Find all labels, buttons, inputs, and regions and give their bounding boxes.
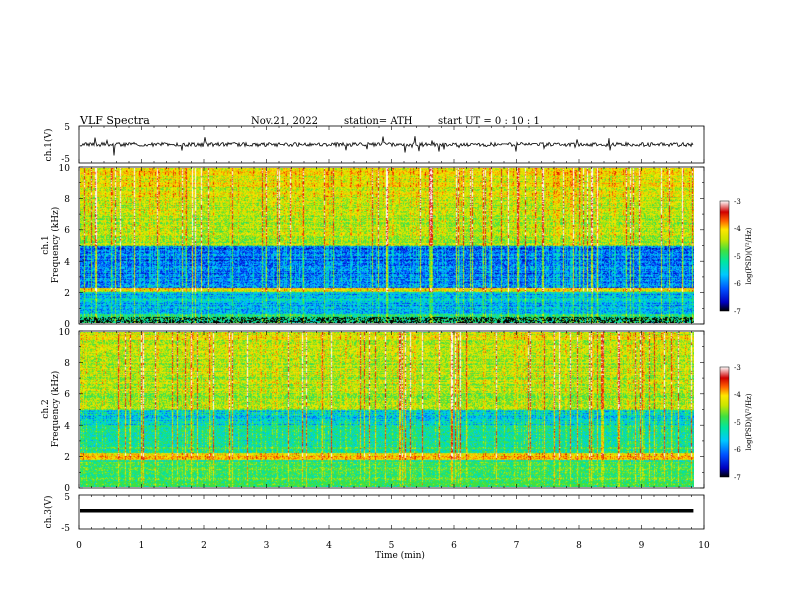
ch2-freq-tick-0: 0 [64,484,70,494]
xtick-5: 5 [389,541,395,551]
header-station: station= ATH [344,116,413,127]
ch1-waveform-ylabel: ch.1(V) [43,129,54,162]
ch1-freq-tick-8: 8 [64,195,70,205]
ch1-freq-tick-4: 4 [64,258,70,268]
xtick-1: 1 [139,541,145,551]
ch2-spectrogram-ylabel: Frequency (kHz) [50,371,61,448]
xtick-6: 6 [451,541,457,551]
x-axis-label: Time (min) [375,550,425,561]
ch2-cb-tick-5: -5 [734,419,741,427]
ch2-colorbar [719,366,730,478]
ch2-spectrogram-yticks: 0 2 4 6 8 10 [59,328,71,494]
xtick-9: 9 [639,541,645,551]
ch1-spectrogram-ylabel-top: ch.1 [41,235,51,254]
ch2-spectrogram-ylabel-top: ch.2 [41,399,51,418]
ch1-freq-tick-2: 2 [64,289,70,299]
ch1-cb-tick-3: -3 [734,198,741,206]
ch3-waveform-ylabel: ch.3(V) [43,496,54,529]
ch2-freq-tick-6: 6 [64,390,70,400]
ch2-colorbar-label: log(PSD)(V²/Hz) [745,393,753,450]
ch2-freq-tick-2: 2 [64,453,70,463]
ch1-cb-tick-7: -7 [734,308,741,316]
ch3-ytick-top: 5 [64,493,70,503]
ch1-ytick-top: 5 [64,123,70,133]
ch2-cb-tick-4: -4 [734,391,741,399]
chart-title: VLF Spectra [79,114,150,127]
xtick-0: 0 [76,541,82,551]
xtick-4: 4 [326,541,332,551]
xtick-10: 10 [698,541,710,551]
axis-ticks [78,126,705,529]
ch1-spectrogram-ylabel: Frequency (kHz) [50,207,61,284]
ch1-cb-tick-4: -4 [734,225,741,233]
ch1-waveform-trace [79,136,694,156]
x-tick-labels: 0 1 2 3 4 5 6 7 8 9 10 [76,541,710,551]
ch3-ytick-bottom: -5 [61,524,70,534]
ch1-colorbar-label: log(PSD)(V²/Hz) [745,227,753,284]
ch2-freq-tick-4: 4 [64,422,70,432]
ch2-spectrogram-image [80,332,694,487]
ch2-cb-tick-6: -6 [734,446,741,454]
ch1-ytick-bottom: -5 [61,155,70,165]
ch2-freq-tick-10: 10 [59,328,71,338]
ch3-waveform-trace [80,509,694,513]
ch1-freq-tick-6: 6 [64,226,70,236]
ch2-freq-tick-8: 8 [64,359,70,369]
ch1-spectrogram-image [80,168,694,323]
header-start-time: start UT = 0 : 10 : 1 [438,116,540,127]
ch2-cb-tick-7: -7 [734,474,741,482]
ch2-cb-tick-3: -3 [734,364,741,372]
xtick-3: 3 [264,541,270,551]
ch1-cb-tick-6: -6 [734,280,741,288]
ch1-colorbar-ticks: -3 -4 -5 -6 -7 [734,198,741,316]
ch1-freq-tick-0: 0 [64,320,70,330]
ch1-spectrogram-yticks: 0 2 4 6 8 10 [59,164,71,330]
xtick-8: 8 [576,541,582,551]
ch1-cb-tick-5: -5 [734,253,741,261]
xtick-7: 7 [514,541,520,551]
xtick-2: 2 [201,541,207,551]
ch1-colorbar [719,200,730,312]
ch2-colorbar-ticks: -3 -4 -5 -6 -7 [734,364,741,482]
ch1-freq-tick-10: 10 [59,164,71,174]
header-date: Nov.21, 2022 [251,116,318,127]
